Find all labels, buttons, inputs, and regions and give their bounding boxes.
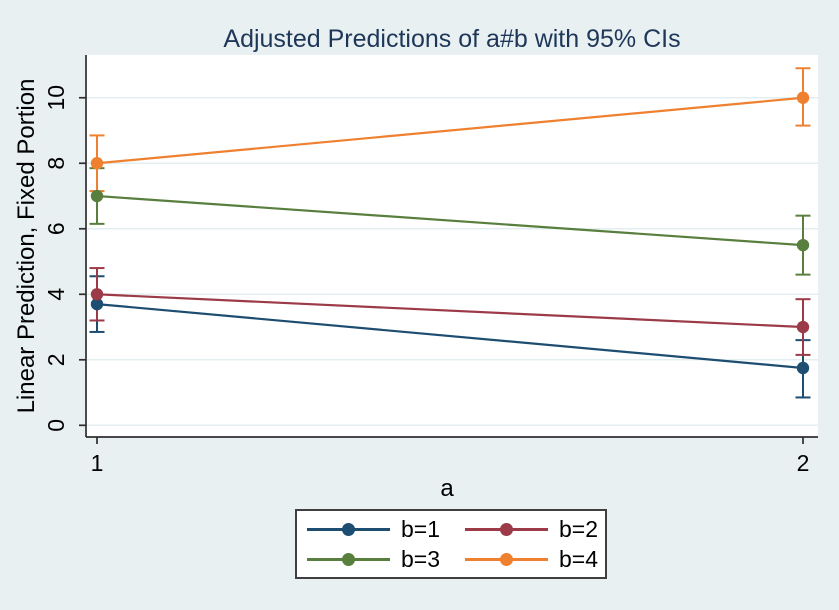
data-point-marker bbox=[796, 91, 810, 104]
legend-entry: b=4 bbox=[465, 545, 599, 572]
data-point-marker bbox=[90, 189, 104, 203]
data-point-marker bbox=[796, 361, 810, 375]
series-line bbox=[96, 96, 804, 165]
y-tick-label: 2 bbox=[43, 353, 69, 366]
y-axis-title: Linear Prediction, Fixed Portion bbox=[13, 78, 40, 414]
series-line bbox=[96, 194, 804, 247]
data-point-marker bbox=[90, 297, 104, 311]
y-tick-label: 0 bbox=[43, 419, 69, 432]
y-tick-label: 10 bbox=[43, 85, 69, 111]
legend-label: b=1 bbox=[401, 515, 441, 542]
x-tick-label: 2 bbox=[797, 450, 810, 476]
series-line bbox=[96, 293, 804, 329]
data-point-marker bbox=[796, 238, 810, 252]
legend-entry: b=1 bbox=[307, 515, 465, 542]
legend-marker-icon bbox=[465, 522, 548, 536]
series-line bbox=[96, 303, 804, 370]
legend-entry: b=2 bbox=[465, 515, 599, 542]
y-tick-label: 8 bbox=[43, 157, 69, 170]
legend-label: b=3 bbox=[401, 545, 441, 572]
legend: b=1 b=2 b=3 b=4 bbox=[295, 509, 607, 579]
plot-area bbox=[86, 55, 818, 437]
legend-entry: b=3 bbox=[307, 545, 465, 572]
data-point-marker bbox=[90, 157, 104, 170]
legend-marker-icon bbox=[307, 522, 390, 536]
data-point-marker bbox=[796, 320, 810, 334]
chart-title: Adjusted Predictions of a#b with 95% CIs bbox=[223, 25, 681, 53]
legend-label: b=2 bbox=[559, 515, 599, 542]
legend-marker-icon bbox=[307, 552, 390, 566]
data-point-marker bbox=[90, 288, 104, 301]
x-tick-label: 1 bbox=[91, 450, 104, 476]
legend-marker-icon bbox=[465, 552, 548, 566]
y-tick-label: 4 bbox=[43, 288, 69, 301]
x-axis-title: a bbox=[440, 475, 454, 502]
y-tick-label: 6 bbox=[43, 222, 69, 235]
legend-label: b=4 bbox=[559, 545, 599, 572]
